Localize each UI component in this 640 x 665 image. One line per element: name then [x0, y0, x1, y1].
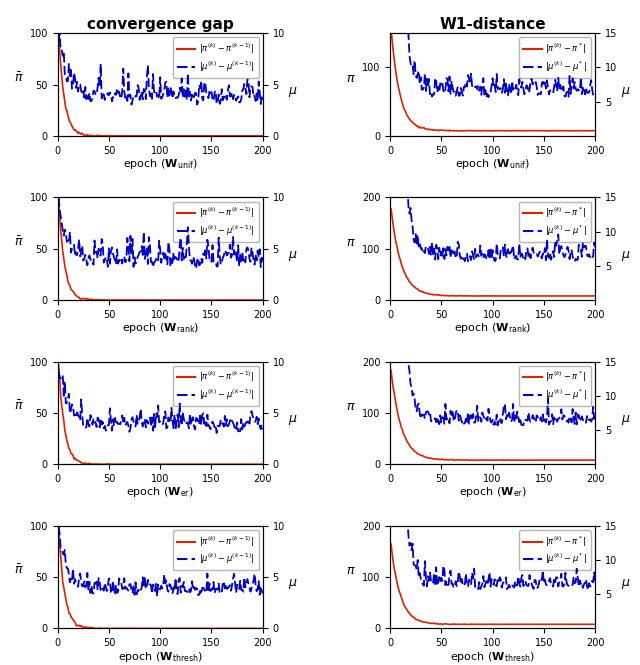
Y-axis label: $\bar{\pi}$: $\bar{\pi}$	[13, 564, 23, 577]
X-axis label: epoch ($\mathbf{W}_{\mathrm{rank}}$): epoch ($\mathbf{W}_{\mathrm{rank}}$)	[122, 321, 199, 335]
Legend: $|\pi^{(k)} - \pi^{(k-1)}|$, $|\mu^{(k)} - \mu^{(k-1)}|$: $|\pi^{(k)} - \pi^{(k-1)}|$, $|\mu^{(k)}…	[173, 366, 259, 406]
Y-axis label: $\mu$: $\mu$	[288, 84, 298, 98]
X-axis label: epoch ($\mathbf{W}_{\mathrm{unif}}$): epoch ($\mathbf{W}_{\mathrm{unif}}$)	[123, 157, 198, 171]
Legend: $|\pi^{(k)} - \pi^{(k-1)}|$, $|\mu^{(k)} - \mu^{(k-1)}|$: $|\pi^{(k)} - \pi^{(k-1)}|$, $|\mu^{(k)}…	[173, 530, 259, 571]
X-axis label: epoch ($\mathbf{W}_{\mathrm{thresh}}$): epoch ($\mathbf{W}_{\mathrm{thresh}}$)	[450, 650, 535, 664]
Y-axis label: $\bar{\pi}$: $\bar{\pi}$	[13, 235, 23, 249]
Title: W1-distance: W1-distance	[439, 17, 546, 32]
X-axis label: epoch ($\mathbf{W}_{\mathrm{er}}$): epoch ($\mathbf{W}_{\mathrm{er}}$)	[459, 485, 527, 499]
Y-axis label: $\mu$: $\mu$	[288, 577, 298, 591]
Y-axis label: $\bar{\pi}$: $\bar{\pi}$	[13, 71, 23, 84]
Y-axis label: $\mu$: $\mu$	[288, 249, 298, 263]
Y-axis label: $\bar{\pi}$: $\bar{\pi}$	[13, 400, 23, 413]
Y-axis label: $\mu$: $\mu$	[621, 577, 630, 591]
X-axis label: epoch ($\mathbf{W}_{\mathrm{unif}}$): epoch ($\mathbf{W}_{\mathrm{unif}}$)	[455, 157, 530, 171]
Y-axis label: $\pi$: $\pi$	[346, 564, 355, 577]
X-axis label: epoch ($\mathbf{W}_{\mathrm{er}}$): epoch ($\mathbf{W}_{\mathrm{er}}$)	[126, 485, 194, 499]
Y-axis label: $\mu$: $\mu$	[288, 413, 298, 427]
X-axis label: epoch ($\mathbf{W}_{\mathrm{thresh}}$): epoch ($\mathbf{W}_{\mathrm{thresh}}$)	[118, 650, 203, 664]
Legend: $|\pi^{(k)} - \pi^{(k-1)}|$, $|\mu^{(k)} - \mu^{(k-1)}|$: $|\pi^{(k)} - \pi^{(k-1)}|$, $|\mu^{(k)}…	[173, 37, 259, 78]
Y-axis label: $\mu$: $\mu$	[621, 84, 630, 98]
Y-axis label: $\mu$: $\mu$	[621, 249, 630, 263]
Legend: $|\pi^{(k)} - \pi^*|$, $|\mu^{(k)} - \mu^*|$: $|\pi^{(k)} - \pi^*|$, $|\mu^{(k)} - \mu…	[519, 37, 591, 78]
Y-axis label: $\mu$: $\mu$	[621, 413, 630, 427]
X-axis label: epoch ($\mathbf{W}_{\mathrm{rank}}$): epoch ($\mathbf{W}_{\mathrm{rank}}$)	[454, 321, 531, 335]
Legend: $|\pi^{(k)} - \pi^*|$, $|\mu^{(k)} - \mu^*|$: $|\pi^{(k)} - \pi^*|$, $|\mu^{(k)} - \mu…	[519, 201, 591, 242]
Y-axis label: $\pi$: $\pi$	[346, 72, 356, 84]
Title: convergence gap: convergence gap	[87, 17, 234, 32]
Legend: $|\pi^{(k)} - \pi^*|$, $|\mu^{(k)} - \mu^*|$: $|\pi^{(k)} - \pi^*|$, $|\mu^{(k)} - \mu…	[519, 530, 591, 571]
Y-axis label: $\pi$: $\pi$	[346, 400, 355, 413]
Legend: $|\pi^{(k)} - \pi^*|$, $|\mu^{(k)} - \mu^*|$: $|\pi^{(k)} - \pi^*|$, $|\mu^{(k)} - \mu…	[519, 366, 591, 406]
Legend: $|\pi^{(k)} - \pi^{(k-1)}|$, $|\mu^{(k)} - \mu^{(k-1)}|$: $|\pi^{(k)} - \pi^{(k-1)}|$, $|\mu^{(k)}…	[173, 201, 259, 242]
Y-axis label: $\pi$: $\pi$	[346, 236, 355, 249]
